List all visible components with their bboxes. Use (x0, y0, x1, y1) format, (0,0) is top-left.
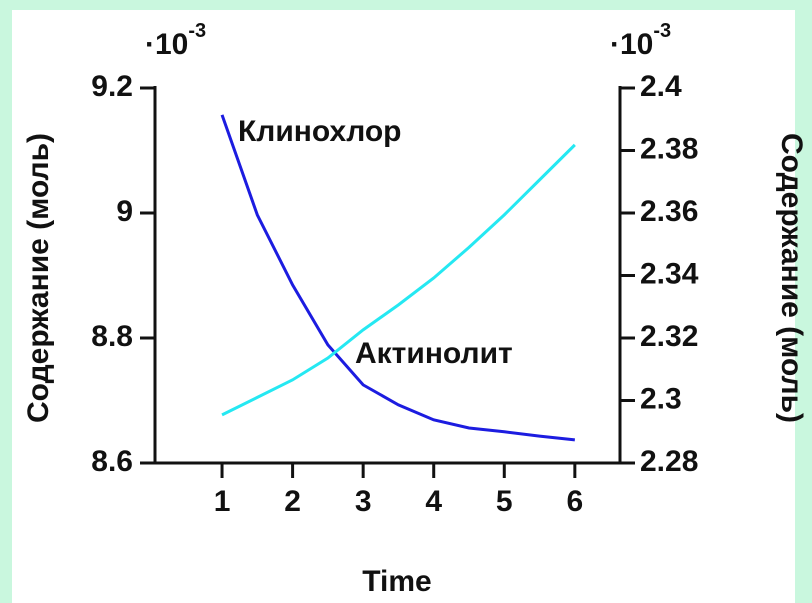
x-tick-label: 5 (496, 485, 513, 518)
x-tick-label: 3 (355, 485, 372, 518)
y2-tick-label: 2.3 (640, 382, 682, 415)
x-tick-label: 4 (425, 485, 442, 518)
y-tick-label: 9 (116, 195, 133, 228)
y-multiplier: ·10-3 (145, 20, 206, 61)
series-line (220, 114, 575, 442)
y2-tick-label: 2.34 (640, 257, 699, 290)
y2-tick-label: 2.38 (640, 132, 698, 165)
x-tick-label: 2 (284, 485, 301, 518)
y2-tick-label: 2.32 (640, 320, 698, 353)
y-tick-label: 8.8 (91, 320, 133, 353)
y2-multiplier: ·10-3 (610, 20, 671, 61)
y2-multiplier-exponent: -3 (653, 20, 671, 42)
x-tick-label: 6 (566, 485, 583, 518)
y2-multiplier-base: ·10 (610, 28, 653, 61)
y-multiplier-exponent: -3 (188, 20, 206, 42)
y2-tick-label: 2.4 (640, 70, 682, 103)
y2-axis-label: Содержание (моль) (775, 133, 808, 423)
x-tick-label: 1 (214, 485, 231, 518)
plot-background (12, 10, 795, 603)
series-label: Актинолит (355, 337, 513, 370)
y2-tick-label: 2.36 (640, 195, 698, 228)
x-axis-label: Time (362, 565, 431, 598)
series-line (221, 143, 576, 417)
y-multiplier-base: ·10 (145, 28, 188, 61)
y-axis-label: Содержание (моль) (22, 133, 55, 423)
y-tick-label: 8.6 (91, 445, 133, 478)
y2-tick-label: 2.28 (640, 445, 698, 478)
y-tick-label: 9.2 (91, 70, 133, 103)
series-label: Клинохлор (238, 115, 402, 148)
